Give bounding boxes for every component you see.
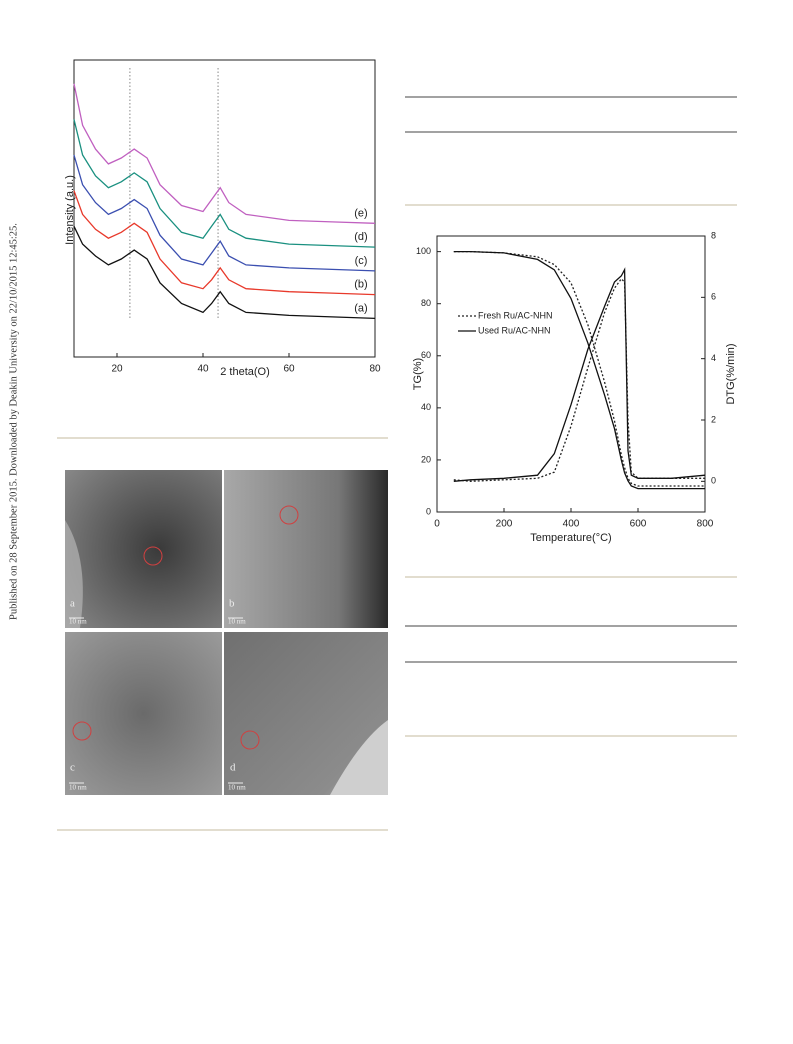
tem-image: a 10 nm b 10 nm c 10 nm d 10 nm (65, 470, 388, 795)
series-line (73, 154, 376, 272)
y2-tick-label: 4 (711, 353, 716, 363)
x-tick-label: 20 (111, 364, 123, 375)
tem-edge (330, 720, 388, 795)
marker-circle (143, 546, 163, 566)
tem-edge (65, 520, 83, 628)
series-label: (a) (354, 302, 367, 314)
x-axis-label: 2 theta(O) (220, 366, 270, 378)
y-tick-label: 60 (421, 350, 431, 360)
y-tick-label: 0 (426, 506, 431, 516)
y-axis-label: TG(%) (412, 358, 424, 390)
x-tick-label: 800 (697, 519, 714, 530)
x-tick-label: 600 (630, 519, 647, 530)
series-label: (e) (354, 207, 367, 219)
x-tick-label: 0 (434, 519, 440, 530)
tem-panel (65, 470, 222, 628)
y2-tick-label: 6 (711, 292, 716, 302)
x-tick-label: 200 (496, 519, 513, 530)
panel-label: d (230, 762, 236, 774)
tem-panel (65, 632, 222, 795)
y-tick-label: 40 (421, 402, 431, 412)
scale-text: 10 nm (228, 784, 246, 792)
legend-label: Fresh Ru/AC-NHN (478, 310, 553, 320)
scale-text: 10 nm (228, 618, 246, 626)
x-tick-label: 400 (563, 519, 580, 530)
panel-label: a (70, 598, 75, 610)
y2-tick-label: 0 (711, 476, 716, 486)
marker-circle (240, 730, 260, 750)
x-tick-label: 60 (283, 364, 295, 375)
series-label: (b) (354, 279, 367, 291)
legend-label: Used Ru/AC-NHN (478, 325, 551, 335)
marker-circle (72, 721, 92, 741)
plot-frame (73, 59, 376, 358)
marker-circle (279, 505, 299, 525)
series-label: (c) (355, 255, 368, 267)
series-line (73, 83, 376, 224)
series-line (453, 277, 705, 482)
series-line (453, 250, 705, 487)
panel-label: c (70, 762, 75, 774)
x-tick-label: 80 (369, 364, 381, 375)
side-note: Published on 28 September 2015. Download… (8, 223, 19, 620)
series-line (453, 250, 705, 490)
series-line (73, 190, 376, 296)
series-line (73, 226, 376, 320)
series-label: (d) (354, 231, 367, 243)
scale-text: 10 nm (69, 784, 87, 792)
series-line (453, 267, 706, 482)
x-tick-label: 40 (197, 364, 209, 375)
plot-frame (436, 235, 706, 513)
y2-tick-label: 2 (711, 414, 716, 424)
y-tick-label: 100 (416, 246, 431, 256)
panel-label: b (229, 598, 235, 610)
y2-tick-label: 8 (711, 230, 716, 240)
y-tick-label: 20 (421, 454, 431, 464)
scale-text: 10 nm (69, 618, 87, 626)
y2-axis-label: DTG(%/min) (725, 343, 737, 404)
x-axis-label: Temperature(°C) (530, 532, 611, 544)
y-axis-label: Intensity (a.u.) (64, 175, 76, 245)
y-tick-label: 80 (421, 298, 431, 308)
series-line (73, 119, 376, 248)
tem-panel (224, 470, 388, 628)
